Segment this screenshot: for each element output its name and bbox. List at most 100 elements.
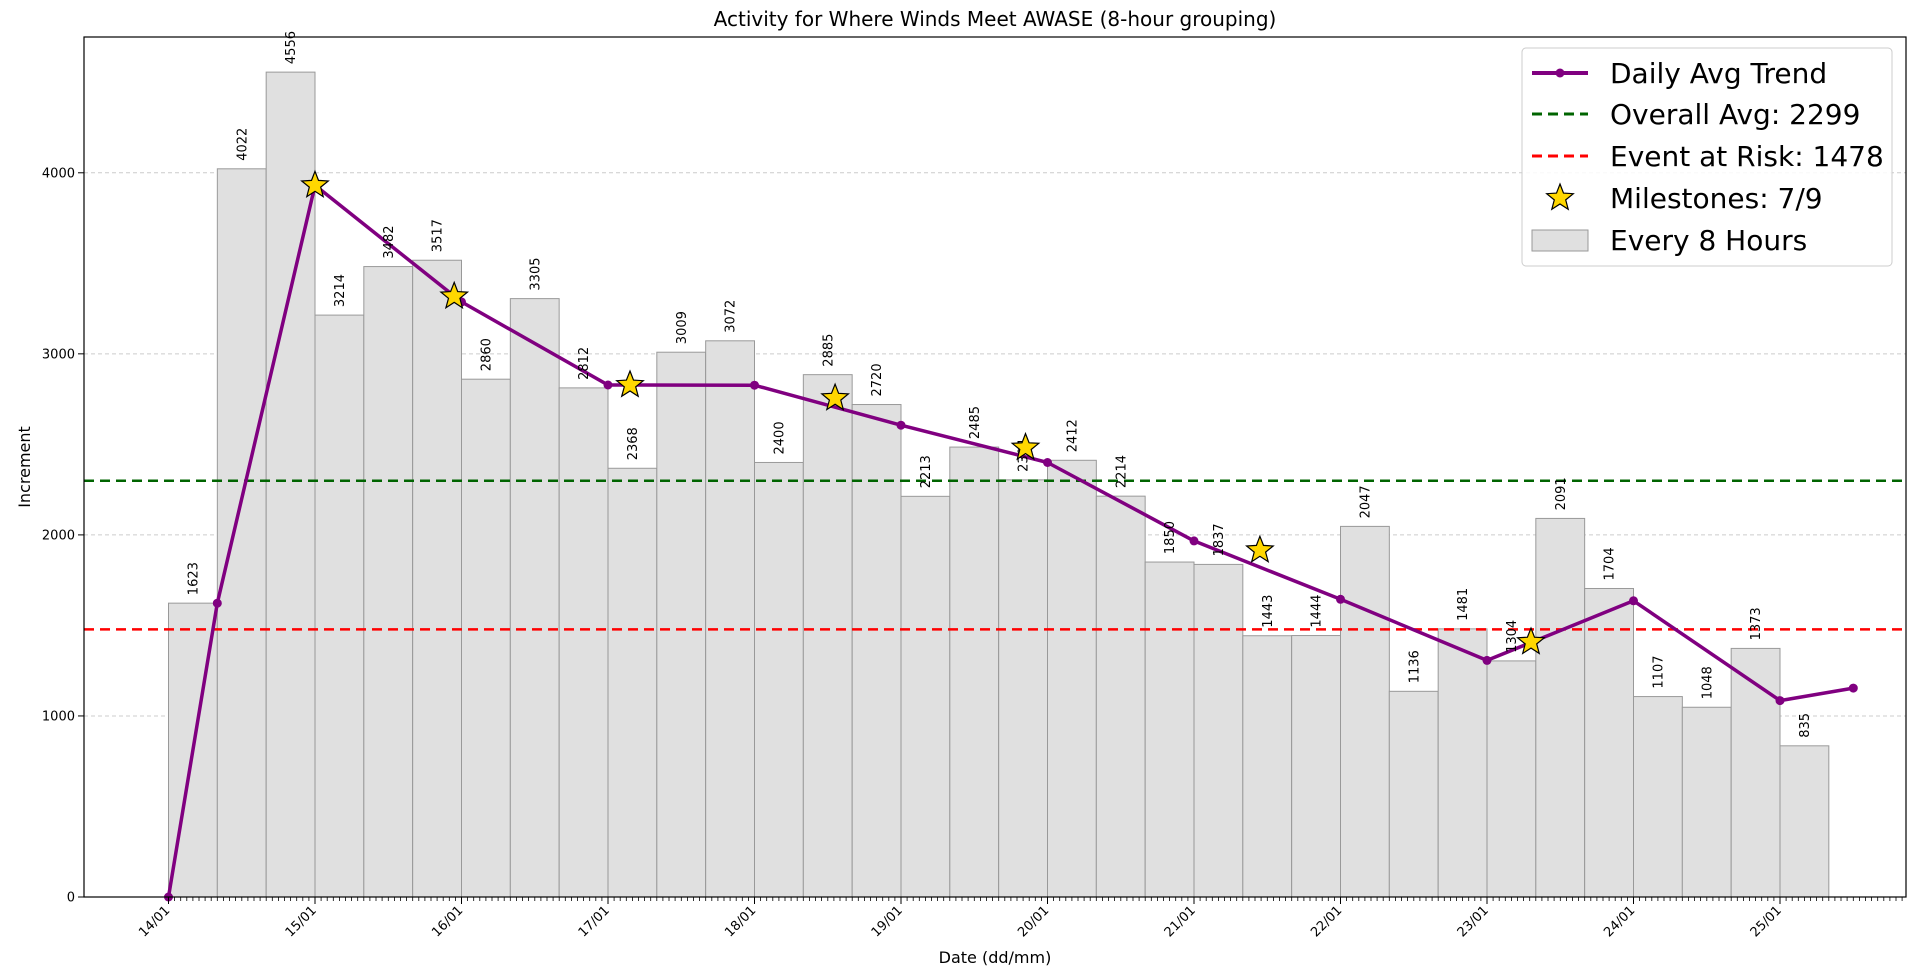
milestone-star — [820, 382, 850, 411]
bar — [1486, 660, 1537, 898]
milestone-star — [439, 280, 470, 310]
y-tick-label: 4000 — [42, 166, 75, 181]
legend-milestone-label: Milestones: 7/9 — [1610, 182, 1823, 215]
bar — [802, 374, 853, 898]
trend-point — [1043, 458, 1052, 467]
legend-bar-label: Every 8 Hours — [1610, 224, 1807, 257]
bar-value-label: 2214 — [1114, 455, 1129, 488]
bar — [754, 461, 804, 898]
bar — [1633, 696, 1683, 898]
bar — [607, 467, 658, 898]
bar-value-label: 2412 — [1065, 419, 1080, 452]
bar-value-label: 1481 — [1456, 588, 1471, 621]
trend-line — [166, 183, 1854, 898]
bar-value-label: 1704 — [1603, 547, 1618, 580]
bar — [216, 168, 267, 898]
bar-value-label: 1850 — [1163, 521, 1178, 554]
bar-value-label: 1048 — [1700, 666, 1715, 699]
trend-point — [1629, 596, 1638, 606]
bar-value-label: 2091 — [1554, 477, 1569, 510]
bar-value-label: 1837 — [1212, 523, 1227, 556]
bar — [412, 259, 463, 898]
bar-value-label: 2368 — [626, 427, 641, 460]
legend-box — [1521, 47, 1893, 267]
bar — [509, 298, 560, 898]
bar-value-label: 2485 — [968, 406, 983, 439]
bar — [1047, 459, 1097, 898]
bar-value-label: 1136 — [1407, 650, 1422, 683]
bar-value-label: 1443 — [1261, 595, 1276, 628]
milestone-star — [615, 369, 645, 398]
bar — [1437, 628, 1488, 898]
bar-value-label: 2047 — [1358, 485, 1373, 518]
trend-point — [1775, 696, 1785, 706]
bar — [1779, 745, 1830, 898]
legend: Daily Avg Trend Overall Avg: 2299 Event … — [1521, 47, 1893, 267]
bar — [705, 340, 755, 898]
bar — [949, 446, 1000, 898]
bar — [1340, 525, 1390, 898]
bar — [1242, 635, 1293, 898]
bar — [1584, 587, 1635, 898]
trend-layer — [164, 180, 1858, 902]
bar-value-label: 2812 — [577, 347, 592, 380]
bar — [1681, 706, 1732, 898]
bar-value-label: 2885 — [821, 334, 836, 367]
x-axis-title: Date (dd/mm) — [939, 948, 1052, 967]
bar-value-label: 2400 — [772, 421, 787, 454]
bar — [314, 314, 365, 898]
bar-value-label: 835 — [1798, 713, 1813, 738]
trend-point — [750, 380, 759, 390]
bar — [1388, 690, 1439, 898]
milestone-star — [300, 169, 330, 198]
legend-bar-swatch — [1531, 229, 1589, 252]
bar — [656, 351, 707, 898]
trend-point — [212, 598, 222, 608]
trend-point — [1336, 594, 1345, 604]
y-tick-label: 0 — [67, 891, 75, 906]
bar — [265, 71, 316, 898]
trend-point — [1482, 655, 1492, 665]
bar — [558, 387, 609, 898]
bar-value-label: 3482 — [382, 226, 397, 259]
bar-value-label: 2860 — [479, 338, 494, 371]
bar — [998, 479, 1048, 898]
legend-avg-label: Overall Avg: 2299 — [1610, 98, 1860, 131]
milestone-star — [1010, 431, 1041, 461]
bar-value-label: 1623 — [186, 562, 201, 595]
chart-title: Activity for Where Winds Meet AWASE (8-h… — [714, 7, 1277, 31]
bar-value-label: 3214 — [333, 274, 348, 307]
y-tick-label: 3000 — [42, 347, 75, 362]
bar — [461, 378, 511, 898]
bar — [851, 404, 902, 898]
milestone-star — [1516, 626, 1546, 655]
bar-value-label: 1444 — [1310, 595, 1325, 628]
bar — [1291, 635, 1342, 898]
trend-point — [896, 420, 906, 430]
bar-value-label: 3305 — [528, 258, 543, 291]
y-tick-label: 1000 — [42, 709, 75, 724]
milestone-layer — [300, 169, 1546, 655]
legend-trend-marker — [1555, 68, 1565, 78]
legend-trend-label: Daily Avg Trend — [1610, 57, 1827, 90]
bar-value-label: 2720 — [870, 363, 885, 396]
plot-frame — [83, 36, 1907, 898]
bar — [363, 266, 414, 898]
bar — [1535, 517, 1586, 898]
trend-point — [1189, 536, 1199, 546]
bar-value-label: 1373 — [1749, 607, 1764, 640]
bar — [1095, 495, 1146, 898]
bar-value-label: 1107 — [1651, 656, 1666, 689]
bar — [1144, 561, 1195, 898]
y-tick-label: 2000 — [42, 528, 75, 543]
legend-risk-label: Event at Risk: 1478 — [1610, 140, 1884, 173]
bar — [1193, 563, 1244, 898]
bar-value-label: 2213 — [919, 455, 934, 488]
bar-value-label: 3009 — [675, 311, 690, 344]
bar-value-label: 3517 — [431, 219, 446, 252]
bar-layer — [168, 71, 1830, 898]
bar-value-label: 4022 — [235, 128, 250, 161]
bar-label-layer: 1623 4022 4556 3214 3482 3517 2860 3305 2812 2368… — [186, 31, 1813, 738]
trend-point — [603, 380, 613, 390]
